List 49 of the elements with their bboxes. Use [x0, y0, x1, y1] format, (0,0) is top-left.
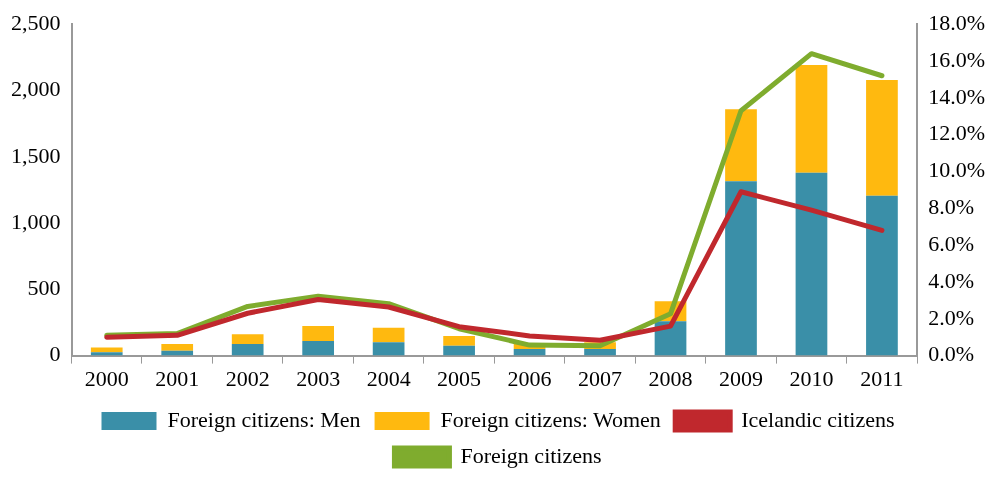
- y2-tick-label: 8.0%: [928, 194, 974, 220]
- y2-tick-label: 4.0%: [928, 267, 974, 293]
- y-tick-label: 2,000: [11, 76, 61, 102]
- bar: [372, 327, 405, 343]
- y-tick-label: 0: [49, 341, 61, 367]
- bar: [795, 172, 828, 356]
- y2-tick-label: 2.0%: [928, 304, 974, 330]
- legend-label: Foreign citizens: Women: [440, 406, 661, 432]
- x-tick-label: 2002: [225, 365, 270, 391]
- x-tick-label: 2003: [296, 365, 341, 391]
- legend-label: Foreign citizens: [460, 442, 602, 468]
- x-tick-label: 2005: [437, 365, 482, 391]
- legend-label: Icelandic citizens: [741, 406, 895, 432]
- x-tick-label: 2000: [84, 365, 129, 391]
- bar: [725, 181, 757, 356]
- bar: [302, 326, 335, 342]
- bar: [231, 344, 264, 356]
- bar: [90, 347, 123, 353]
- x-tick-label: 2006: [507, 365, 552, 391]
- y-tick-label: 1,500: [11, 142, 61, 168]
- x-tick-label: 2007: [578, 365, 623, 391]
- x-tick-label: 2011: [860, 365, 904, 391]
- x-tick-label: 2001: [155, 365, 200, 391]
- y2-tick-label: 16.0%: [928, 46, 985, 72]
- bar: [866, 195, 898, 356]
- bar: [584, 349, 616, 356]
- x-tick-label: 2009: [718, 365, 763, 391]
- x-tick-label: 2004: [366, 365, 411, 391]
- bar: [795, 65, 828, 173]
- x-tick-label: 2010: [789, 365, 834, 391]
- y2-tick-label: 14.0%: [928, 83, 985, 109]
- y2-tick-label: 18.0%: [928, 9, 985, 35]
- y-tick-label: 1,000: [11, 208, 61, 234]
- bar: [231, 334, 264, 345]
- y2-tick-label: 0.0%: [928, 341, 974, 367]
- bar: [161, 344, 194, 351]
- y-tick-label: 500: [27, 275, 61, 301]
- y2-tick-label: 12.0%: [928, 120, 985, 146]
- y2-tick-label: 10.0%: [928, 157, 985, 183]
- bar: [302, 341, 335, 356]
- legend-label: Foreign citizens: Men: [167, 406, 361, 432]
- bar: [443, 335, 475, 346]
- y-tick-label: 2,500: [11, 9, 61, 35]
- bar: [513, 349, 546, 356]
- bar: [372, 342, 405, 356]
- y2-tick-label: 6.0%: [928, 230, 974, 256]
- bar: [866, 80, 898, 196]
- bar: [443, 345, 475, 356]
- x-tick-label: 2008: [648, 365, 693, 391]
